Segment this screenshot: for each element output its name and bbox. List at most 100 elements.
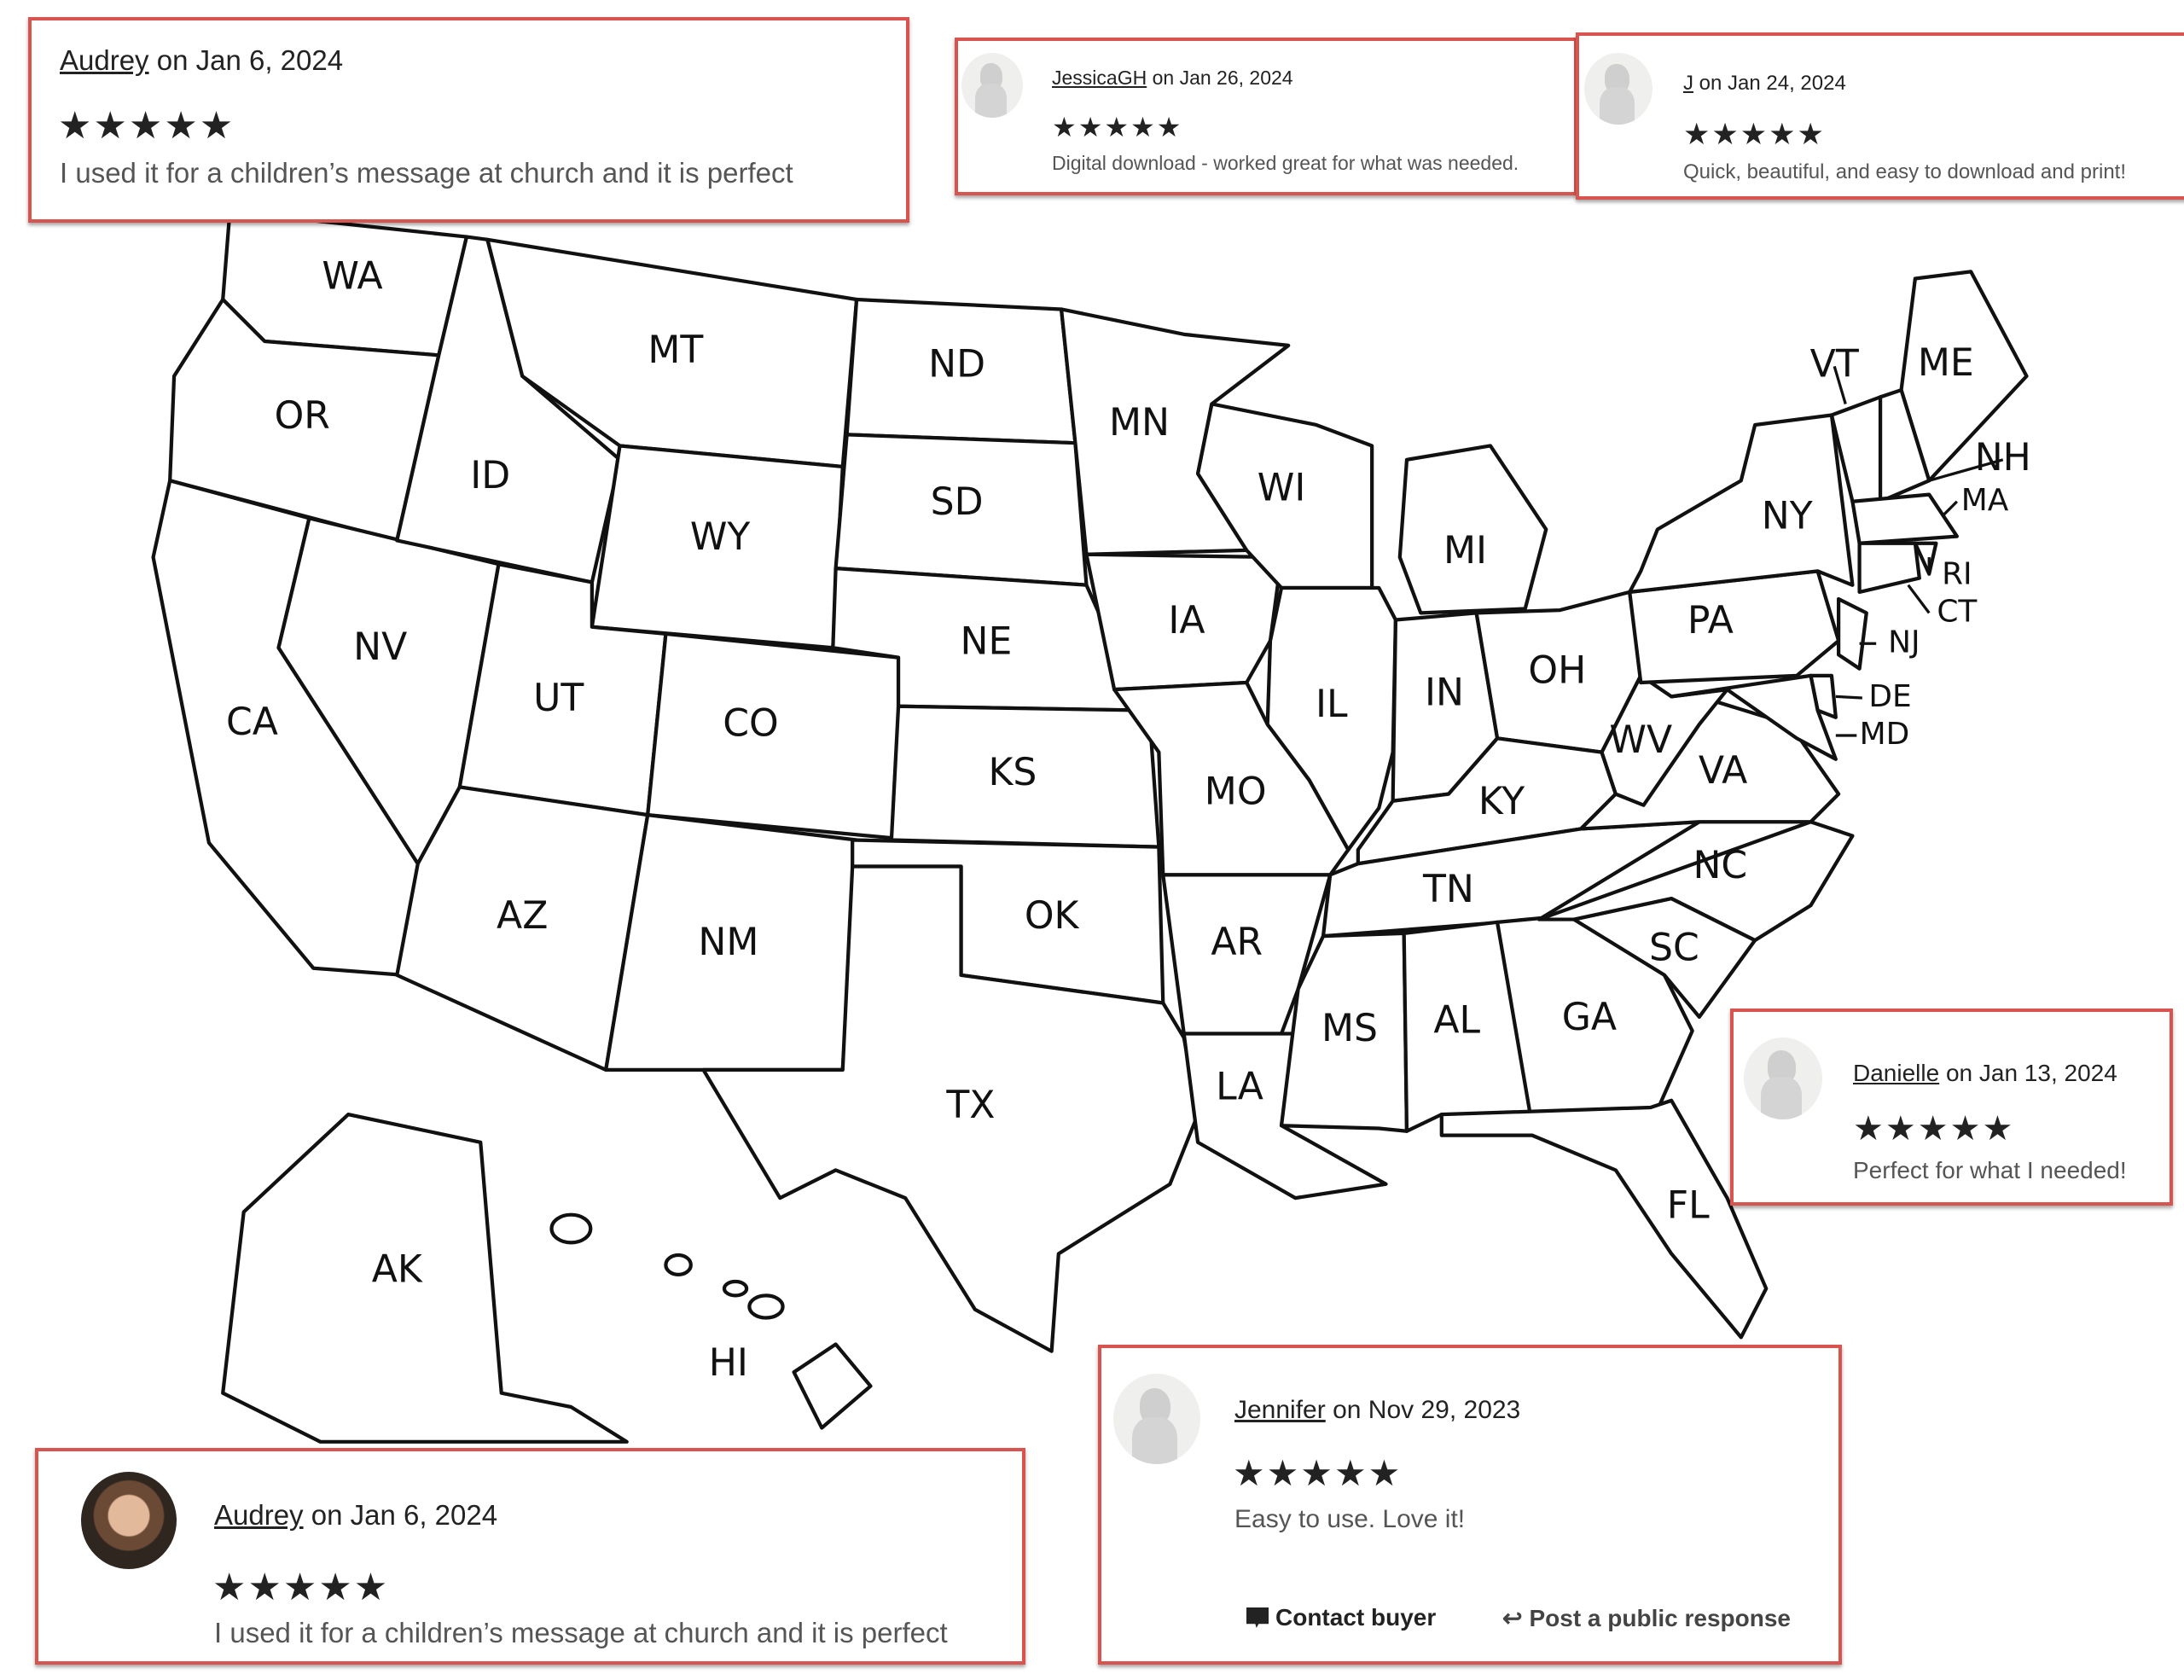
state-hi	[792, 1342, 873, 1430]
star-rating: ★★★★★	[1052, 112, 1183, 142]
review-card-audrey-bottom: Audrey on Jan 6, 2024 ★★★★★ I used it fo…	[35, 1448, 1025, 1665]
state-label-nd: ND	[928, 342, 985, 386]
state-label-ar: AR	[1211, 921, 1263, 964]
review-date: on Jan 6, 2024	[156, 44, 344, 76]
state-fl	[1439, 1098, 1769, 1340]
review-date: on Jan 6, 2024	[311, 1499, 498, 1531]
state-label-tx: TX	[945, 1084, 995, 1127]
star-rating: ★★★★★	[1853, 1110, 2015, 1148]
state-label-ak: AK	[372, 1248, 423, 1292]
state-label-wa: WA	[322, 255, 382, 299]
reviewer-link[interactable]: Danielle	[1853, 1060, 1940, 1086]
state-label-mn: MN	[1109, 401, 1170, 445]
state-label-al: AL	[1433, 998, 1480, 1042]
state-label-oh: OH	[1528, 649, 1586, 693]
state-label-ks: KS	[988, 751, 1037, 794]
state-ak	[221, 1113, 629, 1444]
avatar-photo	[81, 1472, 177, 1569]
state-label-de: DE	[1868, 679, 1911, 714]
reviewer-link[interactable]: Audrey	[214, 1499, 304, 1531]
state-label-ca: CA	[226, 700, 278, 744]
avatar	[1744, 1038, 1822, 1119]
review-text: Digital download - worked great for what…	[1052, 152, 1519, 174]
avatar	[1113, 1374, 1200, 1464]
state-label-vt: VT	[1810, 342, 1860, 386]
reviewer-link[interactable]: Audrey	[60, 44, 149, 76]
state-label-nj: NJ	[1888, 625, 1920, 660]
state-ar	[1161, 873, 1333, 1036]
review-text: Perfect for what I needed!	[1853, 1157, 2127, 1183]
star-rating: ★★★★★	[1233, 1453, 1403, 1493]
state-label-ga: GA	[1562, 996, 1617, 1039]
state-label-va: VA	[1699, 749, 1747, 793]
state-label-mi: MI	[1443, 529, 1487, 573]
state-label-ok: OK	[1025, 894, 1080, 938]
review-date: on Nov 29, 2023	[1333, 1396, 1521, 1424]
review-text: I used it for a children’s message at ch…	[60, 157, 793, 189]
state-label-hi: HI	[709, 1341, 748, 1385]
review-card-j: J on Jan 24, 2024 ★★★★★ Quick, beautiful…	[1576, 32, 2184, 200]
leader-line-nh	[1928, 458, 2004, 482]
reviewer-link[interactable]: Jennifer	[1234, 1396, 1326, 1424]
leader-line-de	[1835, 695, 1862, 700]
state-mi	[1397, 444, 1548, 615]
state-label-nm: NM	[698, 921, 758, 964]
review-date: on Jan 26, 2024	[1152, 67, 1293, 89]
state-ct	[1857, 541, 1921, 595]
state-il	[1265, 585, 1398, 852]
post-public-response-button[interactable]: ↩ Post a public response	[1502, 1605, 1791, 1631]
state-label-wi: WI	[1258, 467, 1306, 510]
state-label-nc: NC	[1693, 844, 1747, 887]
leader-line-ct	[1907, 584, 1931, 614]
contact-buyer-button[interactable]: Contact buyer	[1246, 1604, 1436, 1631]
star-rating: ★★★★★	[212, 1567, 390, 1608]
state-label-ia: IA	[1168, 599, 1205, 642]
state-ia	[1084, 552, 1284, 692]
state-label-ma: MA	[1961, 483, 2009, 518]
review-card-danielle: Danielle on Jan 13, 2024 ★★★★★ Perfect f…	[1730, 1009, 2173, 1206]
state-label-ny: NY	[1762, 494, 1814, 538]
avatar	[961, 53, 1023, 118]
state-hi-island	[747, 1293, 785, 1320]
state-hi-island	[549, 1212, 593, 1245]
state-label-pa: PA	[1687, 599, 1734, 642]
state-ri	[1913, 541, 1938, 576]
state-label-fl: FL	[1667, 1184, 1710, 1228]
state-label-sd: SD	[931, 480, 984, 524]
state-ny	[1628, 413, 1855, 595]
state-md	[1670, 673, 1838, 761]
reply-arrow-icon: ↩	[1502, 1605, 1523, 1631]
state-label-ri: RI	[1942, 556, 1972, 591]
state-label-md: MD	[1860, 717, 1910, 752]
state-hi-island	[722, 1279, 749, 1298]
state-label-nv: NV	[353, 625, 407, 669]
reviewer-link[interactable]: JessicaGH	[1052, 67, 1147, 89]
state-label-ne: NE	[961, 619, 1013, 663]
state-label-id: ID	[470, 454, 510, 497]
reviewer-link[interactable]: J	[1683, 72, 1693, 95]
state-label-in: IN	[1425, 671, 1464, 715]
review-text: Easy to use. Love it!	[1234, 1505, 1466, 1533]
review-date: on Jan 24, 2024	[1699, 72, 1846, 95]
state-label-il: IL	[1316, 683, 1348, 726]
leader-line-ma	[1942, 500, 1959, 517]
star-rating: ★★★★★	[1683, 118, 1826, 151]
star-rating: ★★★★★	[58, 105, 235, 147]
state-label-ut: UT	[533, 677, 584, 720]
state-label-tn: TN	[1422, 868, 1474, 911]
state-label-sc: SC	[1649, 926, 1699, 969]
state-label-ms: MS	[1321, 1007, 1378, 1050]
state-label-or: OR	[275, 394, 330, 438]
state-label-mt: MT	[648, 328, 704, 372]
state-az	[395, 785, 650, 1073]
state-nj	[1836, 596, 1868, 671]
state-label-me: ME	[1918, 341, 1974, 385]
state-ma	[1850, 492, 1959, 545]
message-icon	[1246, 1607, 1269, 1628]
state-label-mo: MO	[1205, 770, 1267, 814]
review-text: Quick, beautiful, and easy to download a…	[1683, 160, 2126, 183]
state-tx	[701, 864, 1200, 1353]
review-text: I used it for a children’s message at ch…	[214, 1617, 948, 1648]
leader-line-vt	[1833, 365, 1847, 404]
